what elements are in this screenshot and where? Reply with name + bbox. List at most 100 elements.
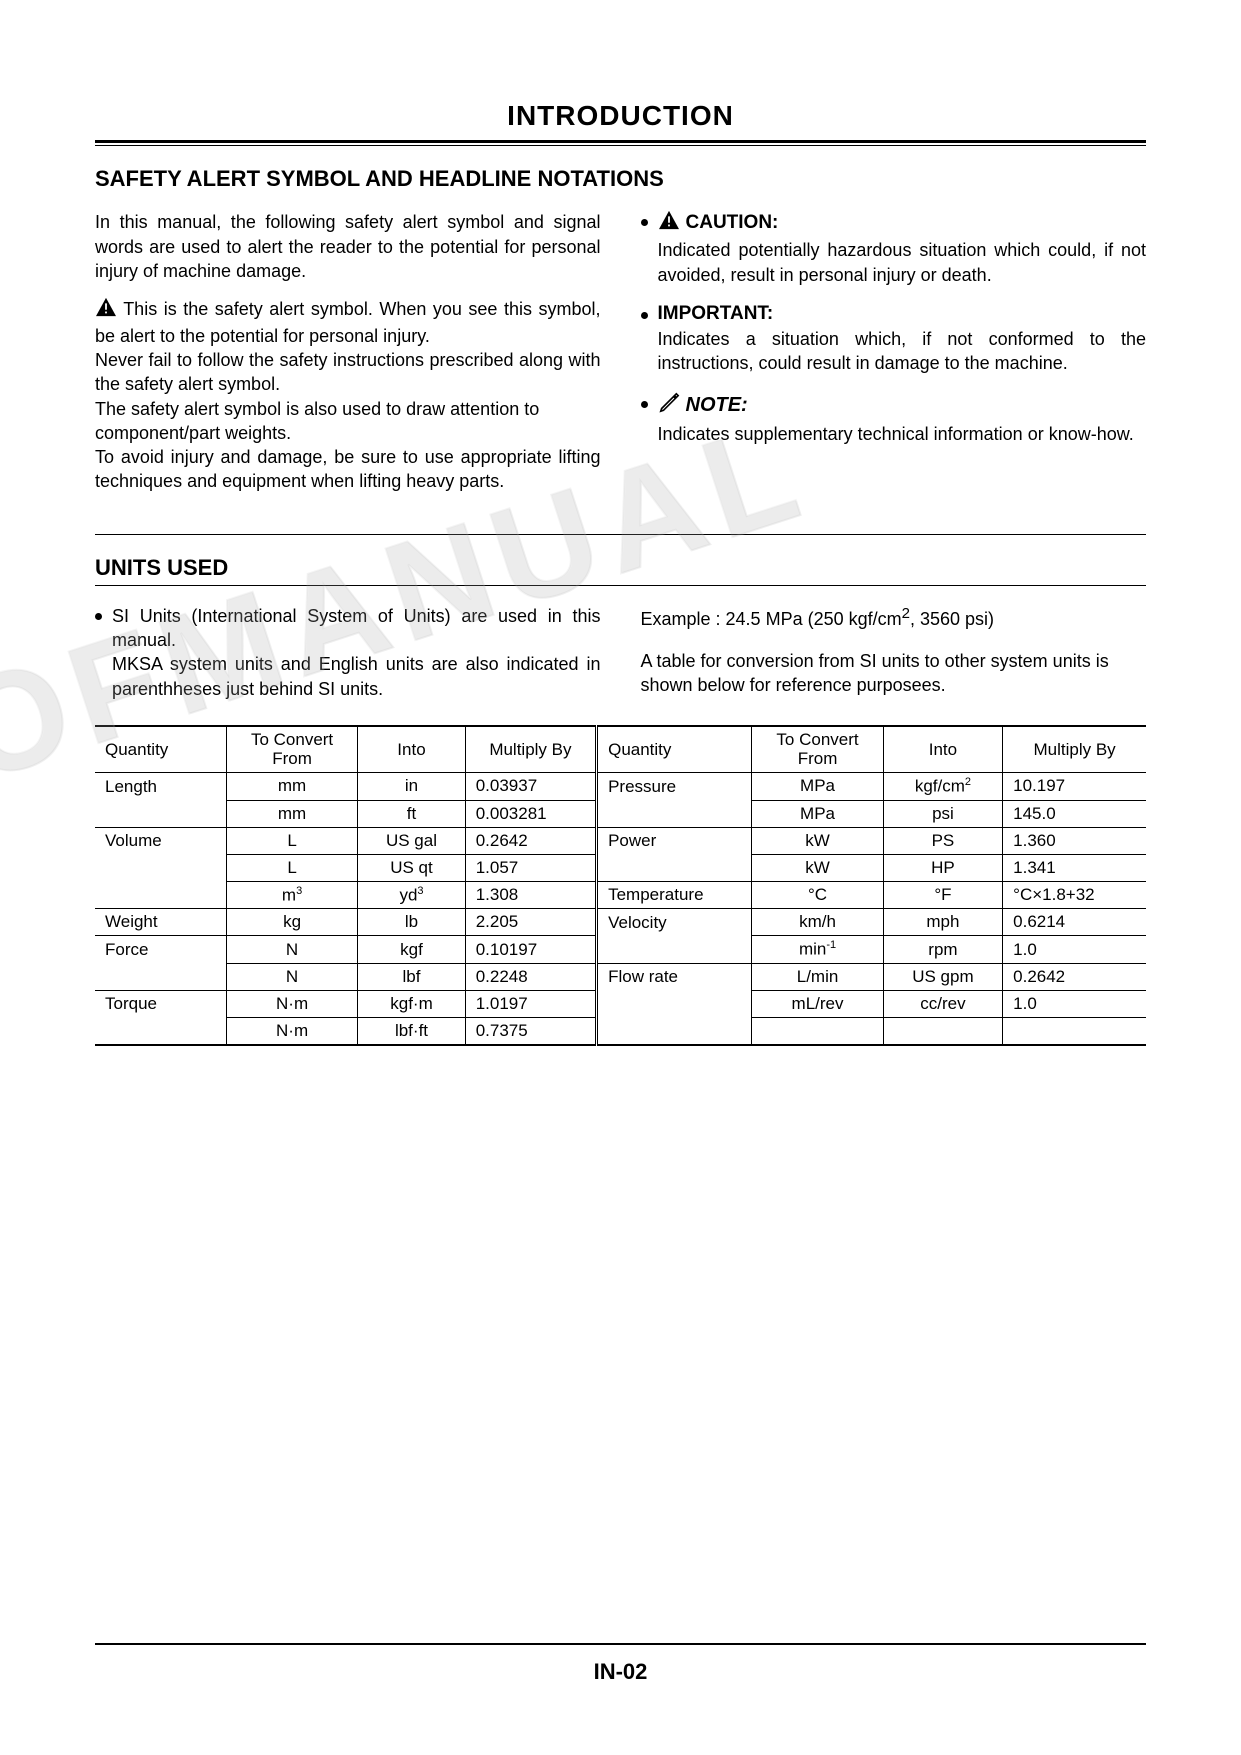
- table-cell: 1.057: [465, 854, 596, 881]
- table-cell: PS: [883, 827, 1002, 854]
- table-cell: kW: [752, 827, 883, 854]
- units-underline: [95, 585, 1146, 586]
- title-rule: [95, 140, 1146, 146]
- table-row: mmft0.003281MPapsi145.0: [95, 800, 1146, 827]
- table-row: N·mlbf·ft0.7375: [95, 1018, 1146, 1046]
- bullet-icon: [641, 312, 648, 319]
- pencil-icon: [658, 392, 680, 420]
- caution-text: Indicated potentially hazardous situatio…: [658, 238, 1147, 287]
- table-cell: 0.003281: [465, 800, 596, 827]
- important-item: IMPORTANT: Indicates a situation which, …: [641, 303, 1147, 376]
- example-suffix: , 3560 psi): [910, 609, 994, 629]
- table-cell: Weight: [95, 909, 226, 936]
- th-mult-1: Multiply By: [465, 726, 596, 773]
- th-quantity-1: Quantity: [95, 726, 226, 773]
- example-prefix: Example : 24.5 MPa (250 kgf/cm: [641, 609, 902, 629]
- table-row: Lengthmmin0.03937PressureMPakgf/cm210.19…: [95, 773, 1146, 801]
- table-cell: Torque: [95, 991, 226, 1018]
- table-cell: [95, 1018, 226, 1046]
- table-cell: kW: [752, 854, 883, 881]
- important-text: Indicates a situation which, if not conf…: [658, 327, 1147, 376]
- table-cell: [1003, 1018, 1146, 1046]
- table-cell: mL/rev: [752, 991, 883, 1018]
- table-cell: L: [226, 854, 357, 881]
- table-cell: 1.0: [1003, 991, 1146, 1018]
- table-header-row: Quantity To ConvertFrom Into Multiply By…: [95, 726, 1146, 773]
- note-item: NOTE: Indicates supplementary technical …: [641, 392, 1147, 446]
- table-cell: 1.308: [465, 881, 596, 909]
- table-cell: kgf·m: [358, 991, 465, 1018]
- section-divider: [95, 534, 1146, 535]
- units-col-right: Example : 24.5 MPa (250 kgf/cm2, 3560 ps…: [641, 604, 1147, 701]
- table-body: Lengthmmin0.03937PressureMPakgf/cm210.19…: [95, 773, 1146, 1045]
- table-cell: 0.6214: [1003, 909, 1146, 936]
- table-cell: Velocity: [597, 909, 752, 936]
- table-cell: N·m: [226, 1018, 357, 1046]
- table-cell: yd3: [358, 881, 465, 909]
- table-cell: [597, 800, 752, 827]
- table-cell: US gpm: [883, 964, 1002, 991]
- table-cell: Flow rate: [597, 964, 752, 991]
- caution-item: CAUTION: Indicated potentially hazardous…: [641, 210, 1147, 287]
- table-cell: °C×1.8+32: [1003, 881, 1146, 909]
- table-cell: 1.0197: [465, 991, 596, 1018]
- table-cell: [883, 1018, 1002, 1046]
- units-columns: SI Units (International System of Units)…: [95, 604, 1146, 701]
- table-cell: kg: [226, 909, 357, 936]
- table-cell: km/h: [752, 909, 883, 936]
- table-cell: MPa: [752, 773, 883, 801]
- section-heading-units: UNITS USED: [95, 555, 1146, 581]
- table-cell: [597, 936, 752, 964]
- table-cell: N: [226, 936, 357, 964]
- th-from-2: To ConvertFrom: [752, 726, 883, 773]
- units-bullet-text: SI Units (International System of Units)…: [112, 604, 601, 653]
- bullet-icon: [641, 401, 648, 408]
- table-cell: 1.0: [1003, 936, 1146, 964]
- table-cell: lbf: [358, 964, 465, 991]
- table-cell: US qt: [358, 854, 465, 881]
- table-cell: kgf/cm2: [883, 773, 1002, 801]
- intro-para: In this manual, the following safety ale…: [95, 210, 601, 283]
- table-cell: kgf: [358, 936, 465, 964]
- table-row: VolumeLUS gal0.2642PowerkWPS1.360: [95, 827, 1146, 854]
- alert-para: This is the safety alert symbol. When yo…: [95, 297, 601, 348]
- th-into-2: Into: [883, 726, 1002, 773]
- table-cell: N: [226, 964, 357, 991]
- alert-p2: Never fail to follow the safety instruct…: [95, 348, 601, 397]
- alert-triangle-icon: [658, 210, 680, 236]
- th-from-1: To ConvertFrom: [226, 726, 357, 773]
- important-label: IMPORTANT:: [658, 303, 774, 325]
- th-quantity-2: Quantity: [597, 726, 752, 773]
- table-cell: psi: [883, 800, 1002, 827]
- table-cell: 2.205: [465, 909, 596, 936]
- table-cell: in: [358, 773, 465, 801]
- table-cell: Temperature: [597, 881, 752, 909]
- table-cell: N·m: [226, 991, 357, 1018]
- safety-col-left: In this manual, the following safety ale…: [95, 210, 601, 493]
- units-p2: MKSA system units and English units are …: [112, 652, 601, 701]
- table-cell: US gal: [358, 827, 465, 854]
- table-cell: 0.10197: [465, 936, 596, 964]
- table-cell: lb: [358, 909, 465, 936]
- table-row: m3yd31.308Temperature°C°F°C×1.8+32: [95, 881, 1146, 909]
- table-cell: 0.03937: [465, 773, 596, 801]
- table-cell: cc/rev: [883, 991, 1002, 1018]
- bullet-icon: [641, 219, 648, 226]
- alert-p3: The safety alert symbol is also used to …: [95, 397, 601, 446]
- table-cell: rpm: [883, 936, 1002, 964]
- table-cell: min-1: [752, 936, 883, 964]
- table-cell: [95, 964, 226, 991]
- th-into-1: Into: [358, 726, 465, 773]
- table-cell: MPa: [752, 800, 883, 827]
- units-right-p2: A table for conversion from SI units to …: [641, 649, 1147, 698]
- table-cell: 145.0: [1003, 800, 1146, 827]
- page-title: INTRODUCTION: [95, 100, 1146, 132]
- safety-col-right: CAUTION: Indicated potentially hazardous…: [641, 210, 1147, 493]
- bullet-icon: [95, 613, 102, 620]
- alert-triangle-icon: [95, 297, 117, 323]
- table-cell: HP: [883, 854, 1002, 881]
- table-cell: L/min: [752, 964, 883, 991]
- footer-rule: [95, 1643, 1146, 1645]
- note-text: Indicates supplementary technical inform…: [658, 422, 1147, 446]
- table-cell: L: [226, 827, 357, 854]
